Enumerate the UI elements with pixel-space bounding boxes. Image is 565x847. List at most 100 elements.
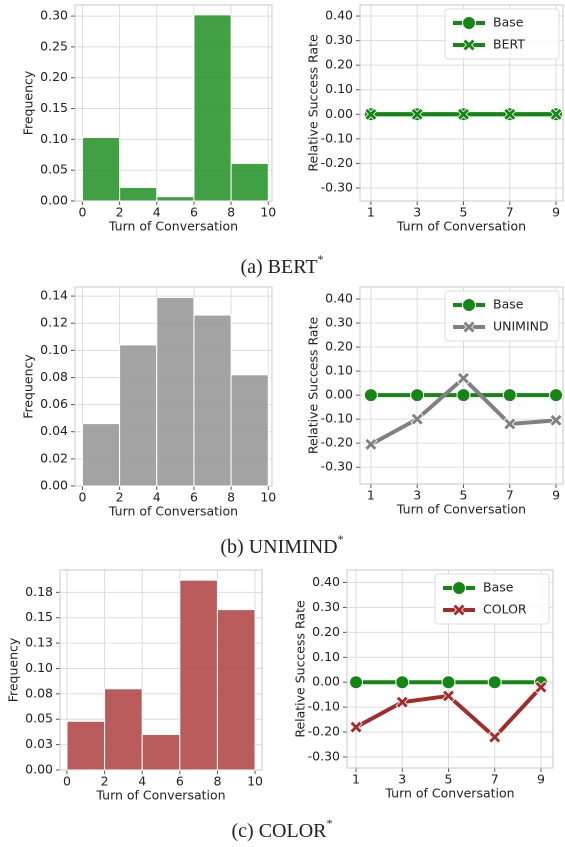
y-tick-label: -0.30 bbox=[321, 179, 353, 194]
marker bbox=[487, 675, 502, 690]
y-tick-label: 0.00 bbox=[325, 387, 353, 402]
y-tick-label: 0.40 bbox=[325, 291, 353, 306]
x-tick-label: 8 bbox=[227, 490, 235, 505]
x-tick-label: 6 bbox=[190, 490, 198, 505]
y-tick-label: 0.00 bbox=[40, 193, 68, 208]
bar bbox=[141, 733, 181, 771]
y-axis-label: Frequency bbox=[21, 70, 36, 135]
legend-label: COLOR bbox=[483, 602, 527, 617]
x-tick-label: 3 bbox=[413, 205, 421, 220]
y-tick-label: 0.10 bbox=[312, 649, 340, 664]
y-axis-label: Relative Success Rate bbox=[306, 34, 321, 172]
y-tick-label: 0.05 bbox=[25, 711, 53, 726]
marker bbox=[534, 680, 548, 694]
y-tick-label: 0.40 bbox=[312, 574, 340, 589]
bar bbox=[179, 579, 218, 771]
y-tick-label: 0.10 bbox=[40, 342, 68, 357]
caption-text: (b) UNIMIND bbox=[220, 536, 337, 558]
y-tick-label: 0.15 bbox=[25, 609, 53, 624]
bar bbox=[66, 720, 106, 771]
bar bbox=[81, 137, 121, 202]
y-tick-label: 0.08 bbox=[40, 369, 68, 384]
x-axis-label: Turn of Conversation bbox=[108, 219, 238, 234]
x-axis-label: Turn of Conversation bbox=[396, 502, 526, 517]
marker bbox=[549, 413, 563, 427]
marker bbox=[502, 388, 517, 403]
bar bbox=[81, 423, 121, 487]
bar bbox=[193, 314, 232, 487]
y-tick-label: 0.13 bbox=[25, 635, 53, 650]
x-tick-label: 4 bbox=[138, 774, 146, 789]
x-tick-label: 9 bbox=[537, 772, 545, 787]
marker bbox=[456, 388, 471, 403]
bar bbox=[156, 196, 195, 202]
legend-label: BERT bbox=[493, 37, 525, 52]
x-tick-label: 5 bbox=[459, 488, 467, 503]
y-axis-label: Relative Success Rate bbox=[306, 317, 321, 455]
y-tick-label: 0.10 bbox=[25, 660, 53, 675]
marker bbox=[441, 689, 456, 703]
bar bbox=[104, 688, 143, 771]
bar bbox=[230, 162, 269, 202]
y-tick-label: -0.30 bbox=[321, 459, 353, 474]
y-tick-label: 0.10 bbox=[325, 81, 353, 96]
y-tick-label: -0.20 bbox=[308, 724, 340, 739]
marker bbox=[395, 695, 409, 709]
y-tick-label: -0.10 bbox=[308, 699, 340, 714]
marker bbox=[456, 371, 471, 385]
marker bbox=[364, 107, 378, 121]
marker bbox=[410, 107, 424, 121]
marker bbox=[503, 417, 517, 431]
y-tick-label: 0.03 bbox=[25, 736, 53, 751]
y-tick-label: 0.12 bbox=[40, 315, 68, 330]
y-tick-label: -0.20 bbox=[321, 155, 353, 170]
y-tick-label: 0.00 bbox=[25, 762, 53, 777]
y-tick-label: 0.18 bbox=[25, 584, 53, 599]
x-axis-label: Turn of Conversation bbox=[108, 504, 238, 519]
y-tick-label: 0.30 bbox=[312, 599, 340, 614]
marker bbox=[363, 388, 378, 403]
x-tick-label: 2 bbox=[101, 774, 109, 789]
y-tick-label: 0.00 bbox=[325, 106, 353, 121]
caption-sup: * bbox=[318, 252, 324, 266]
x-tick-label: 0 bbox=[78, 490, 86, 505]
x-tick-label: 2 bbox=[116, 205, 124, 220]
legend-marker bbox=[462, 38, 476, 52]
y-tick-label: 0.20 bbox=[40, 69, 68, 84]
y-axis-label: Frequency bbox=[6, 637, 21, 702]
caption-text: (c) COLOR bbox=[232, 820, 328, 842]
y-tick-label: 0.06 bbox=[40, 396, 68, 411]
y-tick-label: 0.00 bbox=[40, 478, 68, 493]
caption: (c) COLOR* bbox=[232, 816, 333, 842]
y-tick-label: 0.04 bbox=[40, 423, 68, 438]
caption: (b) UNIMIND* bbox=[220, 532, 343, 558]
legend-label: Base bbox=[493, 297, 524, 312]
plot-frame bbox=[346, 569, 554, 769]
marker bbox=[549, 107, 563, 121]
y-tick-label: 0.00 bbox=[312, 674, 340, 689]
y-tick-label: 0.05 bbox=[40, 162, 68, 177]
legend-label: UNIMIND bbox=[493, 319, 549, 334]
x-axis-label: Turn of Conversation bbox=[384, 786, 514, 801]
x-tick-label: 8 bbox=[213, 774, 221, 789]
x-tick-label: 10 bbox=[260, 205, 276, 220]
x-tick-label: 8 bbox=[227, 205, 235, 220]
marker bbox=[349, 675, 364, 690]
plot-frame bbox=[359, 4, 564, 202]
x-tick-label: 9 bbox=[552, 205, 560, 220]
legend-marker bbox=[462, 320, 476, 334]
plot-frame bbox=[359, 286, 564, 485]
x-tick-label: 10 bbox=[260, 490, 276, 505]
x-tick-label: 3 bbox=[398, 772, 406, 787]
y-tick-label: -0.10 bbox=[321, 411, 353, 426]
x-tick-label: 0 bbox=[63, 774, 71, 789]
bar bbox=[119, 186, 158, 202]
y-tick-label: 0.02 bbox=[40, 450, 68, 465]
y-axis-label: Relative Success Rate bbox=[293, 600, 308, 738]
x-tick-label: 6 bbox=[190, 205, 198, 220]
y-tick-label: 0.25 bbox=[40, 38, 68, 53]
y-tick-label: 0.20 bbox=[325, 339, 353, 354]
y-tick-label: 0.20 bbox=[325, 57, 353, 72]
